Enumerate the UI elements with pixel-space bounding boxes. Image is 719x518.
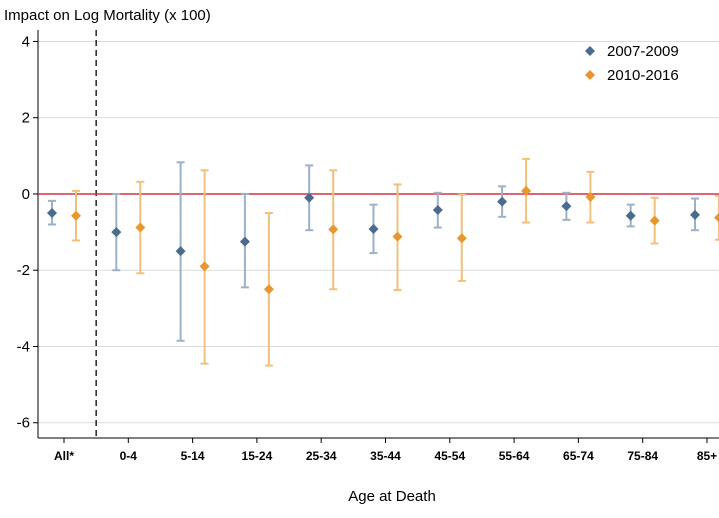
y-tick-label: -6 (17, 415, 30, 432)
data-point (392, 231, 403, 242)
data-point (71, 210, 81, 221)
x-axis-label: Age at Death (348, 488, 436, 505)
x-tick-label: 85+ (697, 449, 717, 463)
legend-marker (585, 70, 595, 80)
y-tick-label: 2 (22, 110, 30, 127)
data-point (625, 210, 636, 221)
x-tick-label: 45-54 (434, 449, 465, 463)
data-point (263, 284, 274, 295)
x-tick-label: 15-24 (242, 449, 273, 463)
x-tick-label: 5-14 (181, 449, 205, 463)
y-axis-label: Impact on Log Mortality (x 100) (4, 7, 211, 24)
grid (37, 30, 719, 439)
data-point (304, 192, 315, 203)
data-point (368, 224, 379, 235)
data-point (690, 209, 700, 220)
data-point (199, 261, 210, 272)
x-tick-label: 35-44 (370, 449, 401, 463)
x-ticks: All* 0-4 5-14 15-24 25-34 35-44 45-54 55-64 65-7… (54, 438, 717, 463)
legend: 2007-2009 2010-2016 (585, 43, 679, 84)
y-ticks: 4 2 0 -2 -4 -6 (17, 33, 38, 432)
data-marks (47, 157, 719, 367)
data-point (111, 227, 122, 238)
y-tick-label: -4 (17, 338, 30, 355)
x-tick-label: 75-84 (627, 449, 658, 463)
legend-marker (585, 46, 595, 56)
data-point (175, 246, 186, 257)
legend-label: 2010-2016 (607, 67, 679, 84)
x-tick-label: All* (54, 449, 74, 463)
x-tick-label: 65-74 (563, 449, 594, 463)
x-tick-label: 25-34 (306, 449, 337, 463)
data-point (585, 192, 596, 203)
data-point (328, 224, 339, 235)
data-point (497, 196, 508, 207)
y-tick-label: 0 (22, 186, 30, 203)
x-tick-label: 55-64 (499, 449, 530, 463)
y-tick-label: -2 (17, 262, 30, 279)
data-point (456, 233, 467, 244)
data-point (432, 204, 443, 215)
y-tick-label: 4 (22, 33, 30, 50)
x-tick-label: 0-4 (120, 449, 138, 463)
data-point (561, 201, 572, 212)
data-point (135, 222, 146, 233)
legend-label: 2007-2009 (607, 43, 679, 60)
data-point (47, 208, 57, 219)
data-point (649, 215, 660, 226)
data-point (714, 212, 719, 223)
data-point (521, 185, 532, 196)
data-point (239, 236, 250, 247)
